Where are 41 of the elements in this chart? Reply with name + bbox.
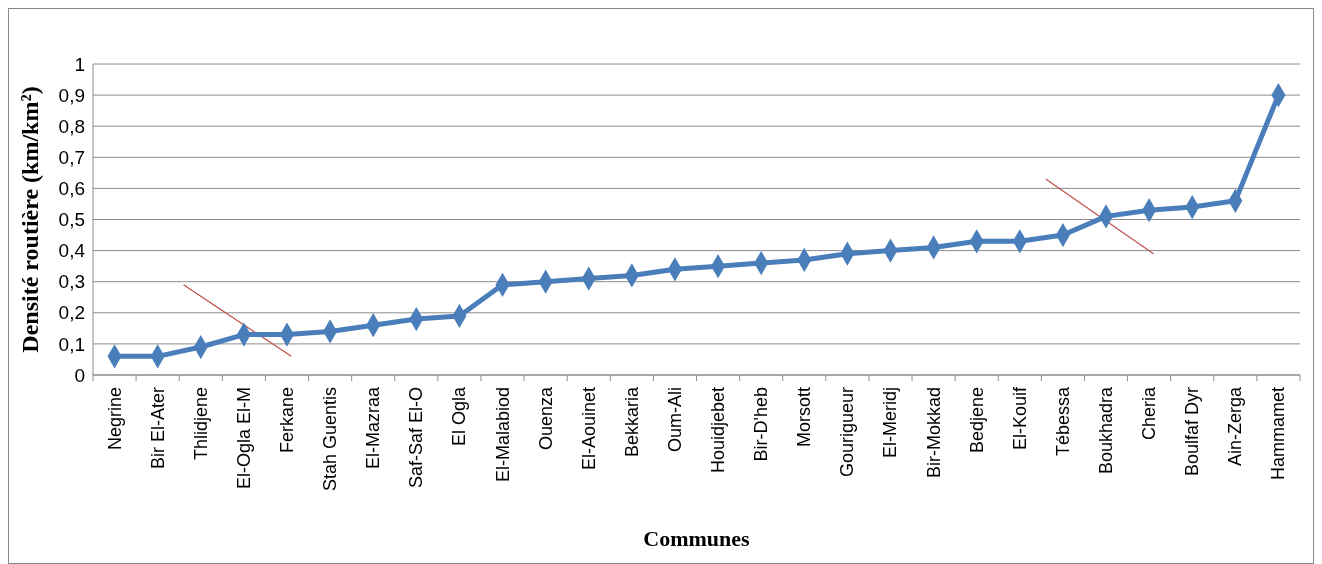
x-tick-label: Bir El-Ater bbox=[147, 387, 168, 470]
x-tick-label: Tébessa bbox=[1052, 386, 1073, 457]
y-axis-title: Densité routière (km/km²) bbox=[17, 86, 43, 353]
x-tick-label: El-Kouif bbox=[1009, 386, 1030, 451]
y-tick-label: 0,8 bbox=[58, 115, 85, 137]
x-tick-label: Thlidjene bbox=[190, 387, 211, 461]
x-tick-label: Houidjebet bbox=[708, 387, 729, 474]
x-tick-label: Bir-D'heb bbox=[751, 387, 772, 462]
x-tick-label: Bir-Mokkad bbox=[923, 387, 944, 479]
x-tick-label: El-Mazraa bbox=[363, 386, 384, 470]
y-tick-label: 0,6 bbox=[58, 178, 85, 200]
x-tick-label: Bedjene bbox=[966, 387, 987, 454]
x-tick-label: Gourigueur bbox=[837, 387, 858, 478]
x-tick-label: Boulfaf Dyr bbox=[1182, 387, 1203, 477]
x-axis-title: Communes bbox=[643, 526, 751, 551]
y-tick-label: 0,2 bbox=[58, 302, 85, 324]
x-tick-label: Ouenza bbox=[535, 386, 556, 451]
x-tick-label: Stah Guentis bbox=[320, 387, 341, 492]
y-tick-label: 1 bbox=[74, 53, 85, 75]
x-tick-label: Boukhadra bbox=[1096, 386, 1117, 475]
x-tick-label: Ferkane bbox=[276, 387, 297, 454]
x-tick-label: Cheria bbox=[1139, 386, 1160, 441]
x-tick-label: El-Aouinet bbox=[578, 387, 599, 471]
x-tick-label: Saf-Saf El-O bbox=[406, 387, 427, 489]
x-tick-label: Bekkaria bbox=[621, 386, 642, 458]
y-tick-label: 0,3 bbox=[58, 271, 85, 293]
x-tick-label: Ain-Zerga bbox=[1225, 386, 1246, 467]
y-tick-label: 0,5 bbox=[58, 209, 85, 231]
x-tick-label: Negrine bbox=[104, 387, 125, 451]
y-tick-label: 0,1 bbox=[58, 333, 85, 355]
x-tick-label: El Ogla bbox=[449, 386, 470, 447]
y-tick-label: 0,7 bbox=[58, 146, 85, 168]
x-tick-label: Oum-Ali bbox=[664, 387, 685, 453]
x-tick-label: Morsott bbox=[794, 387, 815, 448]
x-tick-label: Hammamet bbox=[1268, 387, 1289, 481]
y-tick-label: 0 bbox=[74, 364, 85, 386]
x-tick-label: El-Ogla El-M bbox=[233, 387, 254, 490]
y-tick-label: 0,9 bbox=[58, 84, 85, 106]
y-tick-label: 0,4 bbox=[58, 240, 86, 262]
x-tick-label: El-Malabiod bbox=[492, 387, 513, 483]
x-tick-label: El-Meridj bbox=[880, 387, 901, 459]
